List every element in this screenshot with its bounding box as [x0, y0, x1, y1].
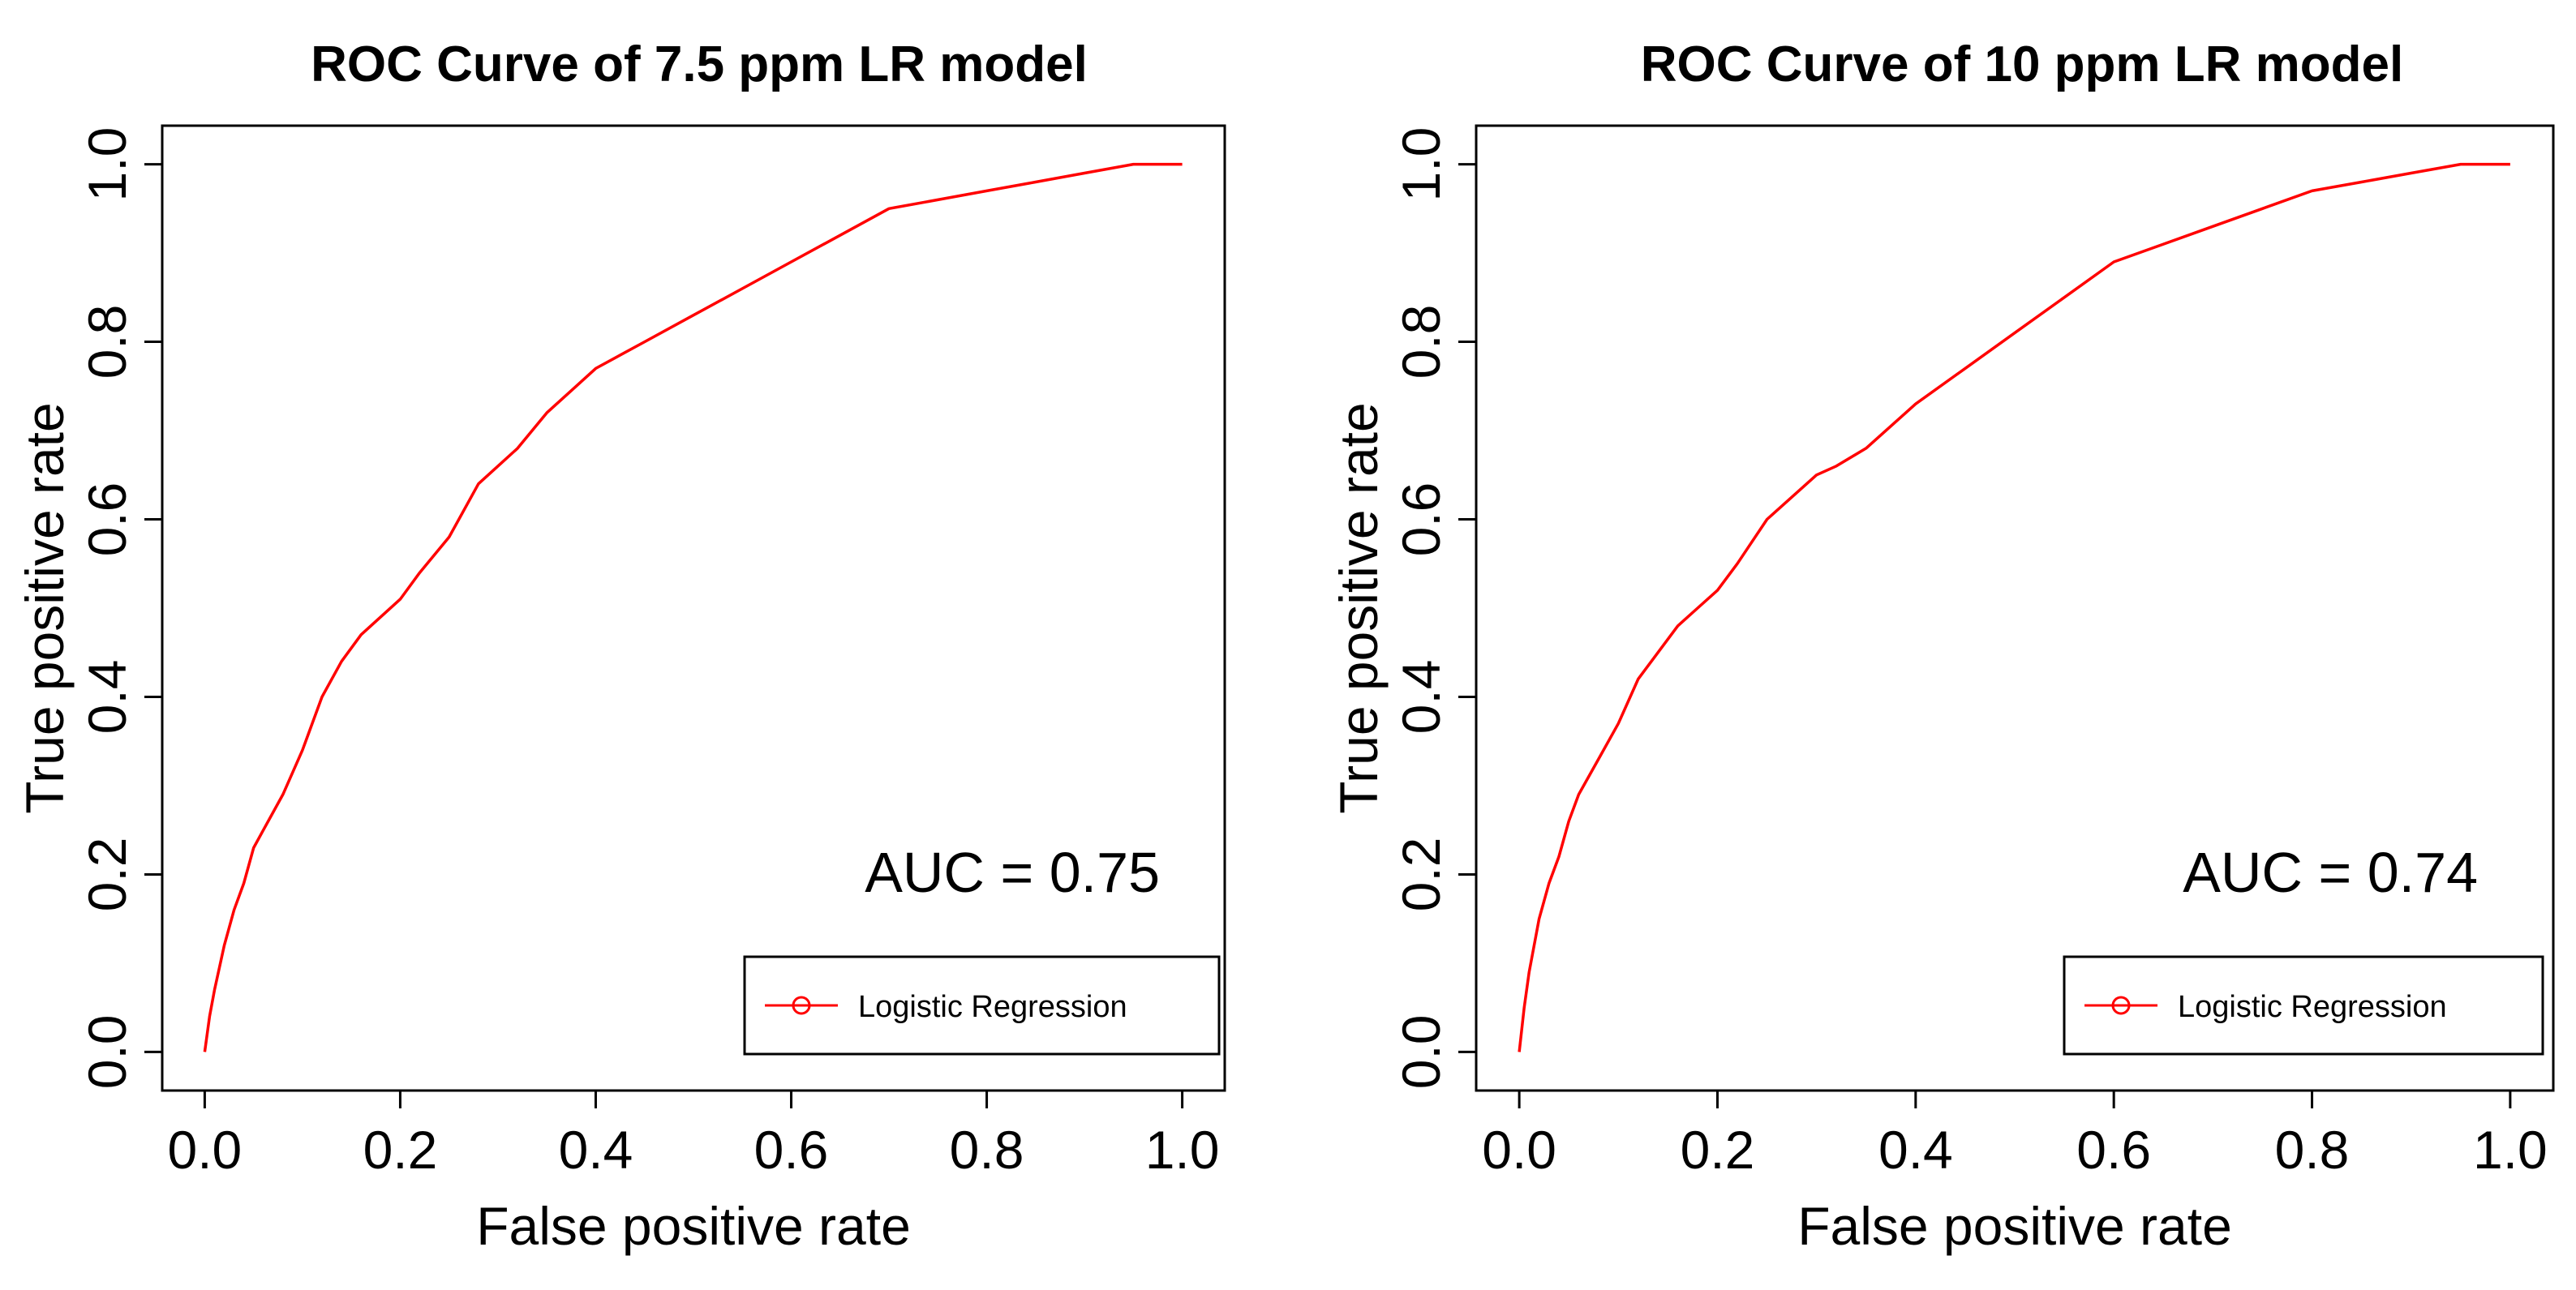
x-tick-label: 0.2 — [1681, 1120, 1755, 1180]
y-axis-title: True positive rate — [1329, 402, 1389, 813]
legend: Logistic Regression — [743, 955, 1221, 1056]
roc-curve-line — [1518, 162, 2510, 1052]
x-tick-label: 0.0 — [1482, 1120, 1556, 1180]
y-axis-title: True positive rate — [15, 402, 75, 813]
auc-annotation: AUC = 0.74 — [2183, 841, 2478, 904]
chart-title: ROC Curve of 10 ppm LR model — [1641, 36, 2403, 92]
y-tick-label: 0.2 — [1391, 838, 1451, 912]
y-tick-label: 0.4 — [77, 660, 137, 735]
chart-panel-2: ROC Curve of 10 ppm LR model 0.0 0.2 0.4 0.6… — [1329, 36, 2555, 1256]
y-tick-label: 0.6 — [77, 482, 137, 557]
x-tick-label: 0.8 — [2275, 1120, 2350, 1180]
auc-annotation: AUC = 0.75 — [865, 841, 1160, 904]
x-tick-label: 0.2 — [363, 1120, 438, 1180]
x-axis-title: False positive rate — [476, 1196, 911, 1256]
y-tick-label: 0.4 — [1391, 660, 1451, 735]
y-tick-label: 1.0 — [1391, 127, 1451, 202]
x-tick-label: 0.0 — [168, 1120, 243, 1180]
legend-marker-icon — [2111, 996, 2131, 1015]
chart-title: ROC Curve of 7.5 ppm LR model — [311, 36, 1088, 92]
legend-label: Logistic Regression — [2178, 990, 2447, 1024]
x-tick-label: 0.4 — [1878, 1120, 1953, 1180]
chart-panel-1: ROC Curve of 7.5 ppm LR model 0.0 0.2 0.4 0.… — [15, 36, 1226, 1256]
y-tick-label: 0.0 — [77, 1015, 137, 1090]
legend: Logistic Regression — [2063, 955, 2544, 1056]
y-tick-label: 0.8 — [77, 305, 137, 379]
y-tick-label: 0.8 — [1391, 305, 1451, 379]
legend-marker-icon — [792, 996, 811, 1015]
y-tick-label: 0.6 — [1391, 482, 1451, 557]
roc-curve-line — [203, 162, 1183, 1052]
plot-frame — [161, 124, 1226, 1092]
y-tick-label: 0.0 — [1391, 1015, 1451, 1090]
legend-label: Logistic Regression — [858, 990, 1127, 1024]
x-axis-title: False positive rate — [1797, 1196, 2232, 1256]
x-tick-label: 0.4 — [559, 1120, 633, 1180]
x-tick-label: 0.6 — [2076, 1120, 2151, 1180]
y-tick-label: 1.0 — [77, 127, 137, 202]
plot-frame — [1475, 124, 2555, 1092]
x-tick-label: 0.8 — [950, 1120, 1024, 1180]
x-tick-label: 1.0 — [1145, 1120, 1220, 1180]
x-tick-label: 0.6 — [754, 1120, 829, 1180]
x-tick-label: 1.0 — [2473, 1120, 2548, 1180]
y-tick-label: 0.2 — [77, 838, 137, 912]
